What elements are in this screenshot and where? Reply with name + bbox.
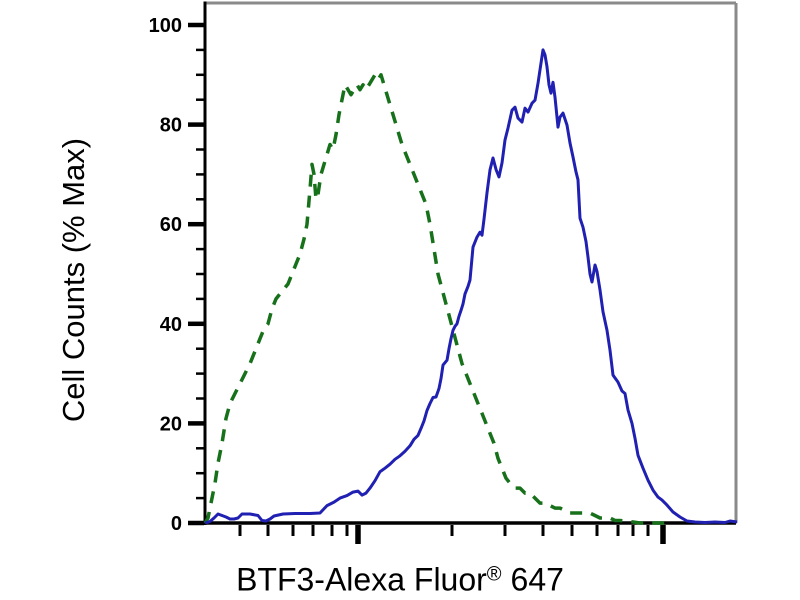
- registered-trademark-icon: ®: [486, 563, 502, 586]
- y-tick-label: 40: [160, 314, 182, 336]
- solid-blue-curve: [204, 48, 738, 525]
- y-tick-label: 0: [171, 513, 182, 535]
- x-axis-title: BTF3-Alexa Fluor® 647: [236, 562, 564, 599]
- x-axis-title-number: 647: [510, 561, 564, 598]
- y-axis-title: Cell Counts (% Max): [56, 137, 91, 423]
- y-tick-label: 60: [160, 214, 182, 236]
- x-axis-title-main: BTF3-Alexa Fluor: [236, 561, 487, 598]
- dashed-green-curve: [203, 73, 668, 525]
- y-tick-label: 20: [160, 413, 182, 435]
- y-tick-label: 80: [160, 115, 182, 137]
- y-tick-label: 100: [149, 15, 182, 37]
